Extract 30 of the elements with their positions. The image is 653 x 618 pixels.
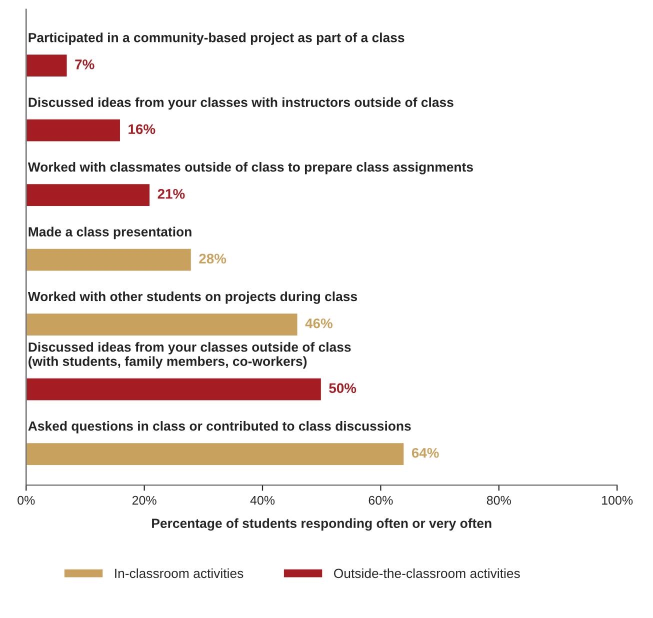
bar (26, 442, 406, 466)
bar (26, 182, 151, 208)
x-tick-label: 40% (250, 496, 275, 505)
data-label: 50% (329, 383, 356, 394)
y-tick-label: Made a class presentation (28, 226, 192, 240)
y-tick-label: Asked questions in class or contributed to class discussions (28, 421, 411, 434)
data-label: 7% (75, 60, 94, 70)
data-label: 64% (412, 448, 439, 458)
data-label: 46% (305, 318, 332, 328)
bar (26, 53, 68, 78)
x-tick-label: 80% (486, 496, 511, 505)
bar (26, 376, 322, 402)
data-label: 28% (199, 254, 226, 264)
bar (26, 118, 122, 143)
data-label: 16% (128, 124, 156, 134)
x-tick-label: 100% (602, 496, 633, 505)
y-tick-label: Discussed ideas from your classes with instructors outside of class (28, 97, 454, 110)
y-tick-label: Worked with classmates outside of class to prepare class assignments (28, 162, 473, 174)
x-tick-label: 60% (368, 496, 393, 505)
x-axis-title: Percentage of students responding often or very often (152, 518, 492, 531)
y-tick-label: Worked with other students on projects during class (28, 291, 358, 304)
bar (26, 247, 192, 272)
legend-label: Outside-the-classroom activities (334, 568, 520, 578)
x-tick-label: 20% (132, 496, 156, 505)
data-label: 21% (158, 188, 185, 199)
y-tick-label: Discussed ideas from your classes outside of class (with students, family members, co-workers) (28, 342, 351, 369)
y-tick-label: Participated in a community-based project as part of a class (28, 32, 404, 45)
legend-label: In-classroom activities (115, 568, 244, 578)
bar (26, 312, 299, 337)
x-tick-label: 0% (18, 496, 35, 505)
